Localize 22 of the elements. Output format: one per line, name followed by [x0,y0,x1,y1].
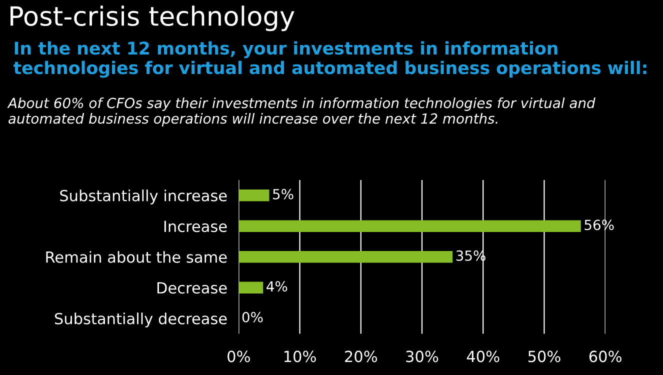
bar [238,190,270,202]
x-tick-label: 40% [466,350,500,362]
x-tick-label: 50% [528,350,560,362]
bar [238,220,581,232]
bar [238,282,264,294]
bar [238,251,453,263]
chart-subtitle: In the next 12 months, your investments in information technologies for virtual and automated business operations will: [13,41,646,78]
x-tick-label: 60% [589,350,622,362]
data-label: 0% [242,312,263,322]
data-label: 4% [266,281,288,292]
x-tick-label: 30% [406,350,438,362]
chart-title: Post-crisis technology [10,6,294,32]
y-tick-label: Increase [164,220,227,232]
y-tick-label: Substantially decrease [54,312,227,328]
x-tick-label: 10% [284,350,316,362]
y-tick-label: Remain about the same [46,251,227,263]
x-tick-label: 0% [228,350,250,362]
x-tick-label: 20% [345,350,378,362]
y-tick-label: Decrease [157,282,227,294]
y-tick-label: Substantially increase [60,190,227,204]
data-label: 5% [273,188,294,200]
text: About 60% of CFOs say their investments in information technologies for virtual and automated business operations will increase over the next 12 months. [7,98,596,126]
